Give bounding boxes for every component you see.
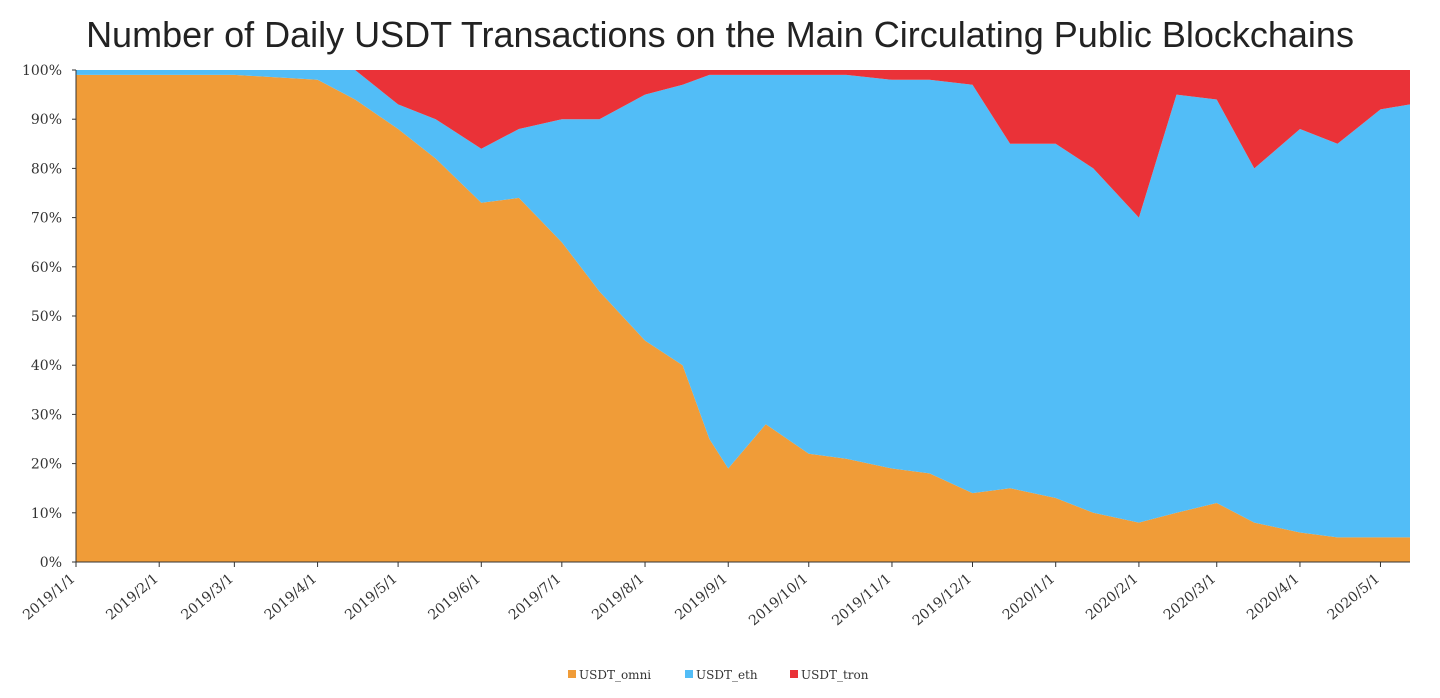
area-usdt-tron	[76, 70, 1410, 218]
x-tick-label: 2019/1/1	[20, 571, 78, 624]
y-tick-label: 90%	[31, 112, 62, 128]
x-tick-label: 2019/8/1	[589, 571, 647, 624]
y-tick-label: 80%	[31, 161, 62, 177]
area-usdt-eth	[76, 70, 1410, 538]
x-tick-label: 2019/7/1	[506, 571, 564, 624]
series-areas	[76, 70, 1410, 563]
y-tick-label: 100%	[22, 63, 62, 79]
legend-label: USDT_tron	[801, 668, 869, 682]
x-tick-label: 2020/1/1	[1000, 571, 1058, 624]
x-tick-label: 2019/6/1	[425, 571, 483, 624]
x-tick-label: 2019/5/1	[342, 571, 400, 624]
legend: USDT_omni USDT_eth USDT_tron	[568, 668, 869, 682]
x-tick-label: 2019/4/1	[262, 571, 320, 624]
y-tick-label: 30%	[31, 407, 62, 423]
x-tick-label: 2019/11/1	[829, 571, 894, 629]
y-tick-label: 40%	[31, 358, 62, 374]
x-tick-label: 2019/3/1	[178, 571, 236, 624]
y-tick-label: 0%	[40, 555, 62, 571]
y-tick-label: 50%	[31, 309, 62, 325]
x-tick-label: 2020/2/1	[1083, 571, 1141, 624]
area-usdt-omni	[76, 74, 1410, 563]
x-tick-label: 2019/12/1	[910, 571, 975, 629]
x-tick-label: 2020/3/1	[1161, 571, 1219, 624]
y-tick-label: 60%	[31, 260, 62, 276]
y-tick-label: 10%	[31, 506, 62, 522]
x-tick-label: 2019/2/1	[103, 571, 161, 624]
x-tick-label: 2020/5/1	[1325, 571, 1383, 624]
legend-swatch	[790, 670, 798, 678]
legend-swatch	[568, 670, 576, 678]
legend-label: USDT_omni	[579, 668, 651, 682]
legend-swatch	[685, 670, 693, 678]
x-tick-label: 2019/10/1	[746, 571, 811, 629]
legend-label: USDT_eth	[696, 668, 758, 682]
y-tick-label: 20%	[31, 457, 62, 473]
x-tick-label: 2020/4/1	[1244, 571, 1302, 624]
y-tick-label: 70%	[31, 211, 62, 227]
chart-title: Number of Daily USDT Transactions on the…	[86, 14, 1354, 55]
x-tick-label: 2019/9/1	[672, 571, 730, 624]
